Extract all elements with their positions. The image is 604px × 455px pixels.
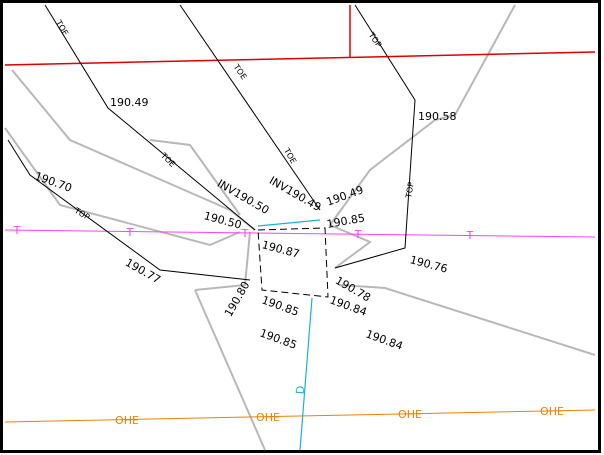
telephone-line <box>4 229 596 238</box>
overhead-electric-line <box>4 409 596 423</box>
t-label: T <box>354 228 362 241</box>
label: 190.49 <box>110 96 149 109</box>
t-label: T <box>241 227 249 240</box>
drain-lines <box>257 219 321 451</box>
t-label: T <box>13 224 21 237</box>
utility-labels: T T T T T D OHE OHE OHE OHE <box>13 224 564 427</box>
gray-lines <box>4 4 596 451</box>
ohe-label: OHE <box>115 414 139 427</box>
t-label: T <box>466 229 474 242</box>
red-lines <box>4 5 596 66</box>
black-lines <box>7 4 416 298</box>
t-label: T <box>126 226 134 239</box>
label: 190.58 <box>418 110 457 123</box>
d-label: D <box>294 385 308 395</box>
ohe-label: OHE <box>398 408 422 421</box>
ohe-label: OHE <box>540 405 564 418</box>
label: TOP <box>404 181 416 199</box>
ohe-label: OHE <box>256 411 280 424</box>
